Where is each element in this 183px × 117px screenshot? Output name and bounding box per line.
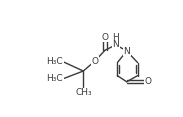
- Text: O: O: [145, 77, 152, 86]
- Text: CH₃: CH₃: [75, 88, 92, 97]
- Text: H₃C: H₃C: [46, 57, 63, 66]
- Text: N: N: [123, 46, 130, 55]
- Text: O: O: [102, 33, 109, 42]
- Text: H₃C: H₃C: [46, 74, 63, 83]
- Text: N: N: [113, 40, 119, 49]
- Text: O: O: [92, 57, 98, 66]
- Text: H: H: [113, 33, 119, 42]
